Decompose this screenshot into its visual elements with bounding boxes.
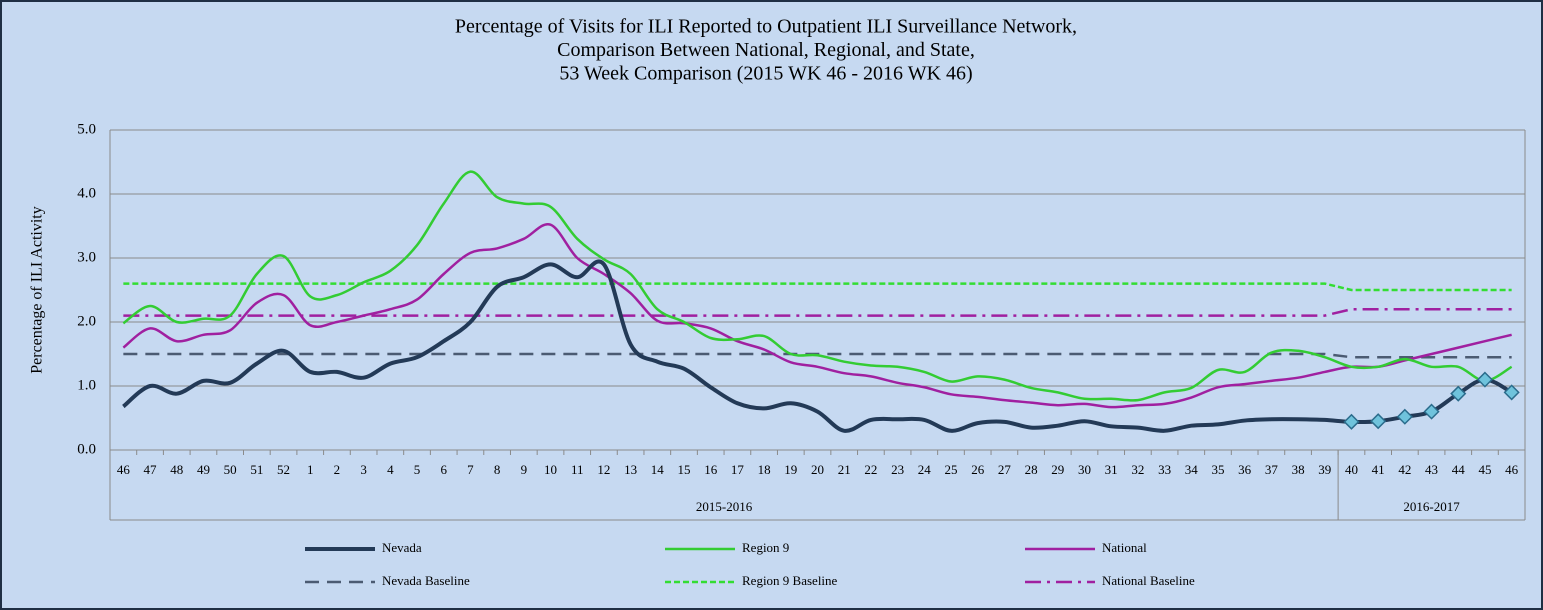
x-tick-label: 33 [1158,462,1171,477]
data-marker [1423,403,1440,420]
x-tick-label: 47 [144,462,158,477]
x-tick-label: 49 [197,462,210,477]
legend-label: Nevada Baseline [382,573,470,588]
x-tick-label: 46 [117,462,131,477]
y-axis-label: Percentage of ILI Activity [29,206,46,374]
x-tick-label: 9 [521,462,528,477]
x-tick-label: 13 [624,462,637,477]
x-tick-label: 25 [944,462,957,477]
x-tick-label: 16 [704,462,718,477]
data-marker [1450,385,1467,402]
x-tick-label: 51 [250,462,263,477]
x-tick-label: 43 [1425,462,1438,477]
legend-label: Region 9 Baseline [742,573,838,588]
x-tick-label: 10 [544,462,557,477]
x-tick-label: 32 [1131,462,1144,477]
y-tick-label: 3.0 [77,249,96,265]
x-tick-label: 26 [971,462,985,477]
x-tick-label: 39 [1318,462,1331,477]
x-tick-label: 17 [731,462,745,477]
x-tick-label: 7 [467,462,474,477]
y-tick-label: 1.0 [77,377,96,393]
x-tick-label: 42 [1398,462,1411,477]
x-tick-label: 3 [360,462,367,477]
legend-label: Nevada [382,540,422,555]
series-line [123,282,1512,292]
x-tick-label: 27 [998,462,1012,477]
x-tick-label: 30 [1078,462,1091,477]
x-tick-label: 48 [170,462,183,477]
series-line [122,170,1513,402]
x-tick-label: 4 [387,462,394,477]
data-marker [1370,413,1387,430]
y-tick-label: 0.0 [77,441,96,457]
group-label: 2016-2017 [1403,499,1460,514]
x-tick-label: 29 [1051,462,1064,477]
group-label: 2015-2016 [696,499,753,514]
x-tick-label: 11 [571,462,584,477]
x-tick-label: 40 [1345,462,1358,477]
x-tick-label: 28 [1025,462,1038,477]
x-tick-label: 15 [678,462,691,477]
x-tick-label: 44 [1452,462,1466,477]
x-tick-label: 12 [597,462,610,477]
x-tick-label: 41 [1372,462,1385,477]
x-tick-label: 22 [864,462,877,477]
x-tick-label: 37 [1265,462,1279,477]
x-tick-label: 19 [784,462,797,477]
x-tick-label: 46 [1505,462,1519,477]
x-tick-label: 5 [414,462,421,477]
x-tick-label: 31 [1105,462,1118,477]
series-line [122,259,1513,433]
y-tick-label: 5.0 [77,121,96,137]
x-tick-label: 8 [494,462,501,477]
x-tick-label: 34 [1185,462,1199,477]
x-tick-label: 20 [811,462,824,477]
series-line [123,352,1512,359]
data-marker [1343,413,1360,430]
data-marker [1476,371,1494,388]
x-tick-label: 23 [891,462,904,477]
series-line [122,223,1512,409]
legend-label: National Baseline [1102,573,1195,588]
series-line [123,307,1512,317]
x-tick-label: 18 [758,462,771,477]
x-tick-label: 35 [1211,462,1224,477]
chart-title: Comparison Between National, Regional, a… [557,39,975,61]
data-marker [1503,384,1520,401]
y-tick-label: 2.0 [77,313,96,329]
y-tick-label: 4.0 [77,185,96,201]
x-tick-label: 6 [440,462,447,477]
x-tick-label: 21 [838,462,851,477]
x-tick-label: 1 [307,462,314,477]
legend-label: Region 9 [742,540,789,555]
x-tick-label: 50 [224,462,237,477]
legend-label: National [1102,540,1147,555]
x-tick-label: 24 [918,462,932,477]
x-tick-label: 45 [1478,462,1491,477]
x-tick-label: 2 [334,462,341,477]
x-tick-label: 52 [277,462,290,477]
data-marker [1396,408,1413,425]
x-tick-label: 14 [651,462,665,477]
chart-title: 53 Week Comparison (2015 WK 46 - 2016 WK… [559,63,972,85]
chart-title: Percentage of Visits for ILI Reported to… [455,16,1077,38]
x-tick-label: 38 [1292,462,1305,477]
x-tick-label: 36 [1238,462,1252,477]
